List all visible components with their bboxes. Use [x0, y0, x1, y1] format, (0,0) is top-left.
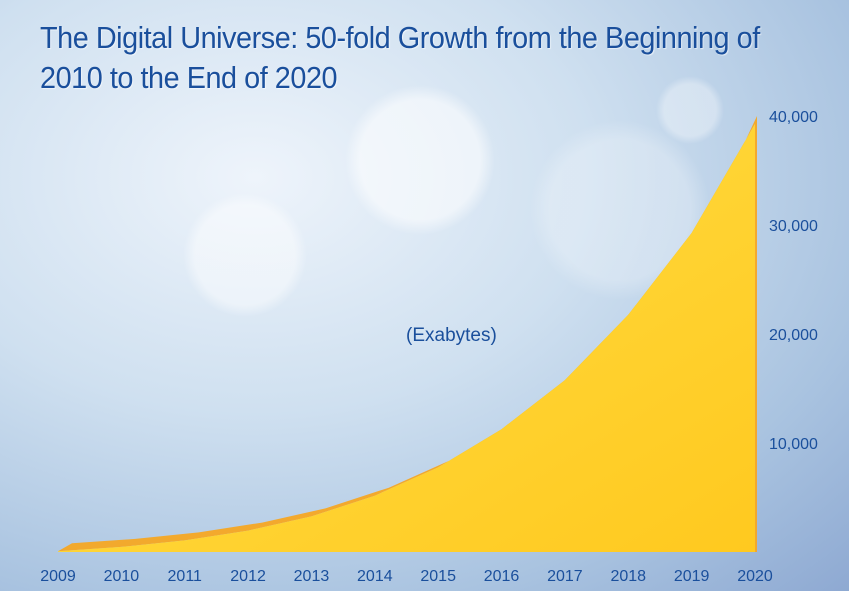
area-series — [58, 124, 755, 552]
x-tick-label: 2016 — [484, 568, 520, 585]
x-tick-label: 2020 — [737, 568, 773, 585]
y-tick-label: 20,000 — [769, 327, 818, 344]
unit-label: (Exabytes) — [406, 325, 497, 346]
x-tick-label: 2013 — [294, 568, 330, 585]
x-tick-label: 2010 — [104, 568, 140, 585]
x-tick-label: 2009 — [40, 568, 76, 585]
y-tick-label: 40,000 — [769, 109, 818, 126]
x-tick-label: 2015 — [420, 568, 456, 585]
chart-title: The Digital Universe: 50-fold Growth fro… — [40, 20, 760, 95]
x-tick-label: 2018 — [610, 568, 646, 585]
y-tick-label: 10,000 — [769, 436, 818, 453]
y-tick-label: 30,000 — [769, 218, 818, 235]
x-tick-label: 2019 — [674, 568, 710, 585]
x-tick-label: 2017 — [547, 568, 583, 585]
x-tick-label: 2014 — [357, 568, 393, 585]
x-axis: 2009 2010 2011 2012 2013 2014 2015 2016 2017 2018… — [40, 568, 773, 585]
x-tick-label: 2011 — [168, 568, 203, 585]
y-axis: 10,000 20,000 30,000 40,000 — [769, 109, 818, 453]
x-tick-label: 2012 — [230, 568, 266, 585]
